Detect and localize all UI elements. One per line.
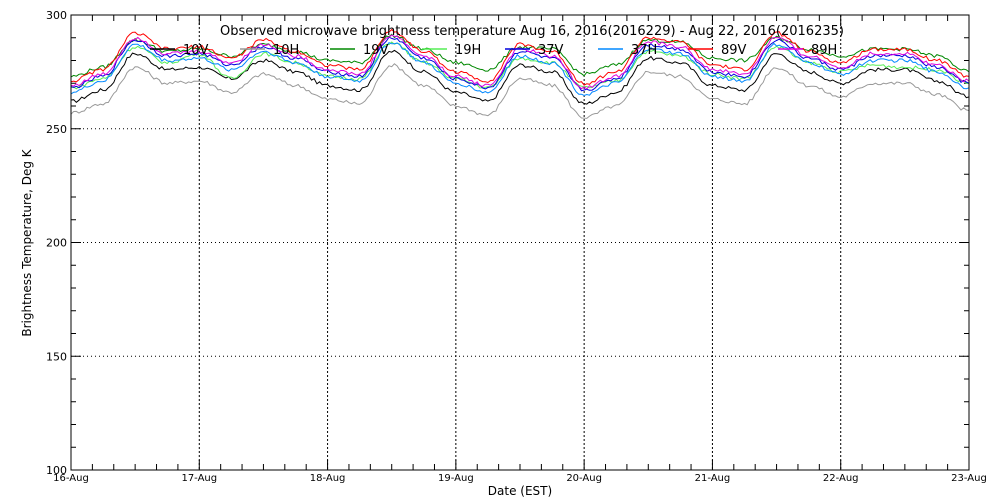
y-tick-label: 200 <box>46 237 67 250</box>
x-axis-label: Date (EST) <box>488 484 552 498</box>
x-tick-label: 18-Aug <box>310 473 346 484</box>
y-tick-label: 250 <box>46 123 67 136</box>
legend-label-19H: 19H <box>455 43 481 58</box>
x-tick-label: 23-Aug <box>951 473 987 484</box>
series-line-10H <box>70 63 970 119</box>
series-line-89V <box>70 28 970 86</box>
legend: 10V 10H 19V 19H 37V 37H 89V 89H <box>150 43 837 58</box>
x-tick-labels: 16-Aug 17-Aug 18-Aug 19-Aug 20-Aug 21-Aug 22-A… <box>53 473 987 484</box>
legend-label-89H: 89H <box>811 43 837 58</box>
series-lines <box>70 28 970 119</box>
grid <box>71 15 969 470</box>
series-line-37H <box>70 41 970 97</box>
series-line-89H <box>70 34 970 90</box>
legend-label-10V: 10V <box>183 43 209 58</box>
y-axis-label: Brightness Temperature, Deg K <box>20 148 34 336</box>
x-tick-label: 21-Aug <box>695 473 731 484</box>
legend-label-37V: 37V <box>538 43 564 58</box>
x-tick-label: 17-Aug <box>181 473 217 484</box>
x-tick-label: 16-Aug <box>53 473 89 484</box>
y-tick-label: 100 <box>46 464 67 477</box>
y-tick-label: 300 <box>46 9 67 22</box>
legend-label-37H: 37H <box>631 43 657 58</box>
series-line-10V <box>70 49 970 105</box>
x-tick-label: 19-Aug <box>438 473 474 484</box>
y-tick-label: 150 <box>46 350 67 363</box>
chart-title: Observed microwave brightness temperatur… <box>220 24 844 39</box>
y-tick-labels: 100 150 200 250 300 <box>46 9 67 477</box>
legend-label-19V: 19V <box>363 43 389 58</box>
axis-ticks <box>70 14 970 471</box>
series-line-19H <box>70 41 970 90</box>
x-tick-label: 22-Aug <box>823 473 859 484</box>
legend-label-89V: 89V <box>721 43 747 58</box>
x-tick-label: 20-Aug <box>566 473 602 484</box>
plot-frame <box>70 14 970 471</box>
legend-label-10H: 10H <box>273 43 299 58</box>
